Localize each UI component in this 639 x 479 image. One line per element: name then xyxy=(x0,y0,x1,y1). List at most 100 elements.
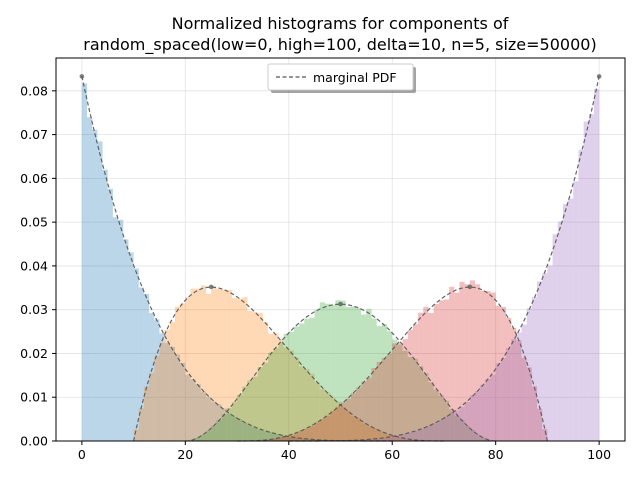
histogram-bar xyxy=(278,437,284,441)
x-tick-label: 0 xyxy=(78,447,86,462)
histogram-bar xyxy=(506,348,512,441)
histogram-bar xyxy=(138,408,144,441)
histogram-bar xyxy=(237,394,243,441)
histogram-bar xyxy=(309,439,315,441)
histogram-bar xyxy=(242,422,248,441)
histogram-bar xyxy=(231,416,238,441)
histogram-bar xyxy=(397,344,403,441)
histogram-bar xyxy=(159,333,165,441)
y-tick-label: 0.02 xyxy=(20,346,48,361)
histogram-bar xyxy=(449,286,455,441)
histogram-bar xyxy=(511,327,517,441)
histogram-bar xyxy=(490,292,496,441)
histogram-bar xyxy=(237,419,243,441)
legend-box xyxy=(267,63,414,91)
histogram-bar xyxy=(397,342,403,441)
histogram-bar xyxy=(345,398,351,441)
histogram-bar xyxy=(480,384,486,441)
histogram-bars xyxy=(81,83,600,442)
histogram-bar xyxy=(221,408,227,441)
histogram-bar xyxy=(392,343,398,441)
histogram-bar xyxy=(154,319,160,441)
histogram-bar xyxy=(102,169,108,441)
histogram-bar xyxy=(433,389,439,441)
histogram-component-1 xyxy=(81,83,388,442)
histogram-bar xyxy=(490,374,496,441)
histogram-bar xyxy=(438,300,444,441)
histogram-bar xyxy=(112,217,119,441)
histogram-bar xyxy=(387,436,393,441)
histogram-bar xyxy=(361,381,367,441)
histogram-bar xyxy=(521,357,527,441)
histogram-bar xyxy=(495,363,501,441)
plot-frame xyxy=(55,57,626,442)
histogram-bar xyxy=(392,436,398,441)
histogram-bar xyxy=(402,434,408,441)
histogram-bar xyxy=(433,423,439,441)
histogram-bar xyxy=(330,410,336,441)
histogram-bar xyxy=(366,308,372,441)
histogram-component-4 xyxy=(237,280,548,441)
histogram-bar xyxy=(335,406,341,441)
histogram-bar xyxy=(309,373,315,441)
histogram-bar xyxy=(299,366,305,441)
histogram-bar xyxy=(500,306,507,441)
histogram-bar xyxy=(169,321,175,441)
histogram-bar xyxy=(443,416,450,441)
y-tick-label: 0.03 xyxy=(20,302,48,317)
histogram-bar xyxy=(324,392,331,441)
histogram-bar xyxy=(247,311,253,441)
histogram-bar xyxy=(319,389,325,441)
histogram-bar xyxy=(387,434,393,441)
histogram-bar xyxy=(200,285,207,441)
histogram-bar xyxy=(81,83,88,441)
histogram-bar xyxy=(438,420,444,441)
histogram-bar xyxy=(283,333,289,441)
histogram-bar xyxy=(361,314,367,441)
pdf-peak-marker xyxy=(338,301,343,307)
histogram-bar xyxy=(376,438,382,441)
histogram-bar xyxy=(397,437,403,441)
histogram-bar xyxy=(381,437,388,441)
histogram-bar xyxy=(211,425,217,441)
histogram-bar xyxy=(392,435,398,441)
histogram-bar xyxy=(387,331,393,441)
histogram-bar xyxy=(231,402,238,441)
histogram-bar xyxy=(469,430,475,441)
histogram-bar xyxy=(537,281,543,441)
histogram-bar xyxy=(402,350,408,441)
histogram-bar xyxy=(107,188,113,441)
histogram-bar xyxy=(423,427,429,441)
histogram-bar xyxy=(242,297,248,441)
histogram-bar xyxy=(340,402,346,441)
pdf-curve-component-3 xyxy=(185,303,496,442)
histogram-bar xyxy=(361,439,367,441)
pdf-peak-marker xyxy=(208,284,214,290)
histogram-bar xyxy=(226,413,232,441)
histogram-bar xyxy=(526,367,532,441)
histogram-bar xyxy=(273,433,279,441)
histogram-bar xyxy=(376,361,382,441)
y-tick-label: 0.04 xyxy=(20,258,48,273)
histogram-bar xyxy=(583,121,589,441)
histogram-bar xyxy=(356,387,362,441)
histogram-bar xyxy=(542,273,548,441)
histogram-bar xyxy=(516,332,522,441)
histogram-bar xyxy=(288,350,294,441)
histogram-bar xyxy=(376,430,382,441)
histogram-bar xyxy=(474,391,481,441)
histogram-bar xyxy=(588,114,594,441)
x-tick-label: 100 xyxy=(587,447,611,462)
histogram-bar xyxy=(340,406,346,441)
histogram-component-2 xyxy=(133,285,444,441)
histogram-bar xyxy=(350,416,357,441)
histogram-bar xyxy=(216,288,222,441)
histogram-bar xyxy=(474,284,481,441)
legend: marginal PDF xyxy=(267,63,416,93)
histogram-bar xyxy=(299,430,305,441)
pdf-curve-component-4 xyxy=(237,286,548,442)
histogram-bar xyxy=(578,149,584,442)
histogram-bar xyxy=(174,306,181,441)
histogram-bar xyxy=(511,339,517,441)
histogram-bar xyxy=(371,368,377,441)
